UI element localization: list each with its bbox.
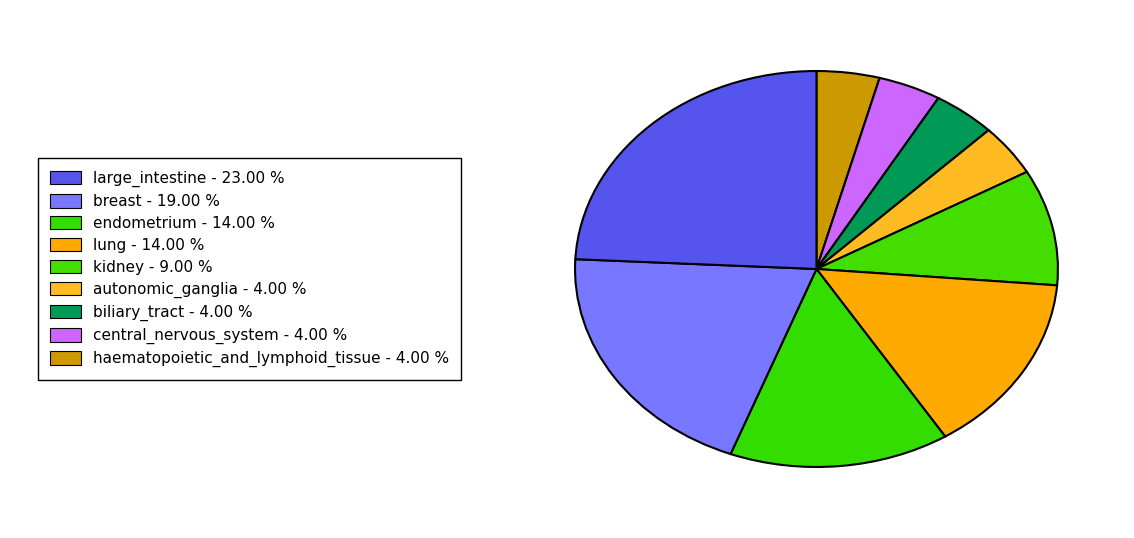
Wedge shape — [816, 130, 1027, 269]
Legend: large_intestine - 23.00 %, breast - 19.00 %, endometrium - 14.00 %, lung - 14.00: large_intestine - 23.00 %, breast - 19.0… — [37, 159, 462, 379]
Wedge shape — [575, 71, 816, 269]
Wedge shape — [816, 269, 1057, 436]
Wedge shape — [575, 259, 816, 454]
Wedge shape — [816, 78, 938, 269]
Wedge shape — [816, 71, 880, 269]
Wedge shape — [816, 98, 989, 269]
Wedge shape — [730, 269, 945, 467]
Wedge shape — [816, 172, 1058, 285]
